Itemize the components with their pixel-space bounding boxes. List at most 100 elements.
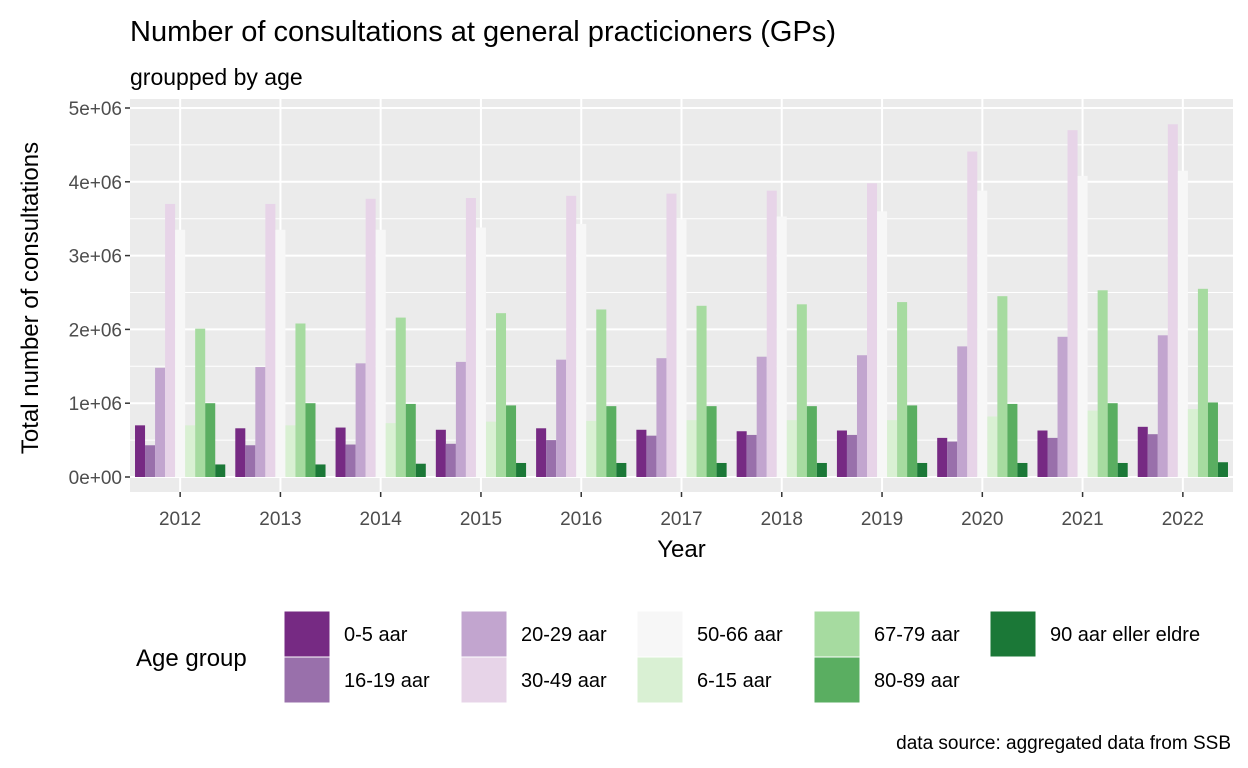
legend-item: 30-49 aar <box>460 656 607 704</box>
bar <box>806 406 817 477</box>
bar <box>907 405 918 477</box>
caption: data source: aggregated data from SSB <box>896 733 1231 754</box>
bar <box>987 416 998 477</box>
legend-label: 0-5 aar <box>344 624 408 646</box>
bar <box>616 462 627 477</box>
bar <box>636 429 647 477</box>
bar <box>1177 170 1188 478</box>
chart-title: Number of consultations at general pract… <box>130 16 836 48</box>
bar <box>1047 437 1058 477</box>
legend-key <box>636 610 684 658</box>
bar <box>947 441 958 477</box>
legend-label: 6-15 aar <box>697 670 772 692</box>
bar <box>165 203 176 477</box>
bar <box>495 313 507 477</box>
bar <box>305 403 316 477</box>
chart-subtitle: groupped by age <box>130 64 303 90</box>
bar <box>1187 409 1198 477</box>
bar <box>516 462 527 477</box>
bar <box>576 223 587 477</box>
legend-item: 0-5 aar <box>283 610 408 658</box>
legend-label: 50-66 aar <box>697 624 783 646</box>
bar <box>385 423 396 477</box>
bar <box>957 346 968 477</box>
bar <box>1157 335 1168 477</box>
bar <box>676 219 687 478</box>
bar <box>586 420 597 477</box>
bar <box>696 305 707 477</box>
y-tick-label: 2e+06 <box>69 320 122 341</box>
bar <box>706 406 717 477</box>
legend-key <box>283 656 331 704</box>
x-tick-label: 2022 <box>1162 509 1204 530</box>
legend-label: 80-89 aar <box>874 670 960 692</box>
bar <box>686 420 697 477</box>
x-tick-label: 2017 <box>660 509 702 530</box>
bar <box>135 425 146 477</box>
bar <box>836 430 847 477</box>
bar <box>666 193 677 477</box>
bar <box>175 229 186 477</box>
bar <box>365 198 376 478</box>
bars <box>135 124 1228 478</box>
bar <box>506 405 517 477</box>
y-tick-label: 0e+00 <box>69 468 122 489</box>
bar <box>897 302 908 477</box>
bar <box>937 437 948 477</box>
bar <box>756 356 767 477</box>
bar <box>395 317 406 477</box>
bar <box>786 420 797 477</box>
y-axis: 0e+00 1e+06 2e+06 3e+06 4e+06 5e+06 <box>69 99 130 489</box>
x-tick-label: 2019 <box>861 509 903 530</box>
y-axis-label: Total number of consultations <box>17 142 44 454</box>
x-tick-label: 2014 <box>360 509 403 530</box>
bar <box>1057 336 1068 477</box>
bar <box>1087 410 1098 477</box>
bar <box>285 425 296 477</box>
bar <box>1197 288 1208 477</box>
bar <box>1007 403 1018 477</box>
bar <box>145 445 156 477</box>
bar <box>1077 175 1088 477</box>
bar <box>566 195 577 477</box>
bar <box>445 443 456 477</box>
legend-key <box>460 656 508 704</box>
legend-item: 90 aar eller eldre <box>989 610 1200 658</box>
x-axis-label: Year <box>657 536 706 563</box>
bar <box>736 431 747 477</box>
legend-key <box>636 656 684 704</box>
bar <box>475 227 486 477</box>
bar <box>275 229 286 477</box>
legend-label: 67-79 aar <box>874 624 960 646</box>
bar <box>546 440 557 477</box>
bar <box>185 425 196 477</box>
bar <box>405 403 416 477</box>
bar <box>295 323 306 477</box>
bar <box>656 358 667 477</box>
bar <box>536 428 547 477</box>
bar <box>435 429 446 477</box>
bar <box>255 367 266 477</box>
legend-item: 50-66 aar <box>636 610 783 658</box>
x-tick-label: 2015 <box>460 509 502 530</box>
bar <box>596 309 607 477</box>
bar <box>335 427 346 477</box>
bar <box>375 229 386 477</box>
bar <box>1217 462 1228 477</box>
legend-label: 20-29 aar <box>521 624 607 646</box>
bar <box>846 434 857 477</box>
y-tick-label: 4e+06 <box>69 173 122 194</box>
legend-item: 6-15 aar <box>636 656 772 704</box>
bar <box>877 211 888 477</box>
x-tick-label: 2021 <box>1061 509 1103 530</box>
bar <box>816 462 827 477</box>
bar <box>1067 130 1078 477</box>
legend-key <box>813 656 861 704</box>
bar <box>1207 402 1218 477</box>
bar <box>465 198 476 477</box>
bar <box>355 363 366 477</box>
bar <box>796 304 807 477</box>
bar <box>1097 290 1108 477</box>
bar <box>776 216 787 477</box>
